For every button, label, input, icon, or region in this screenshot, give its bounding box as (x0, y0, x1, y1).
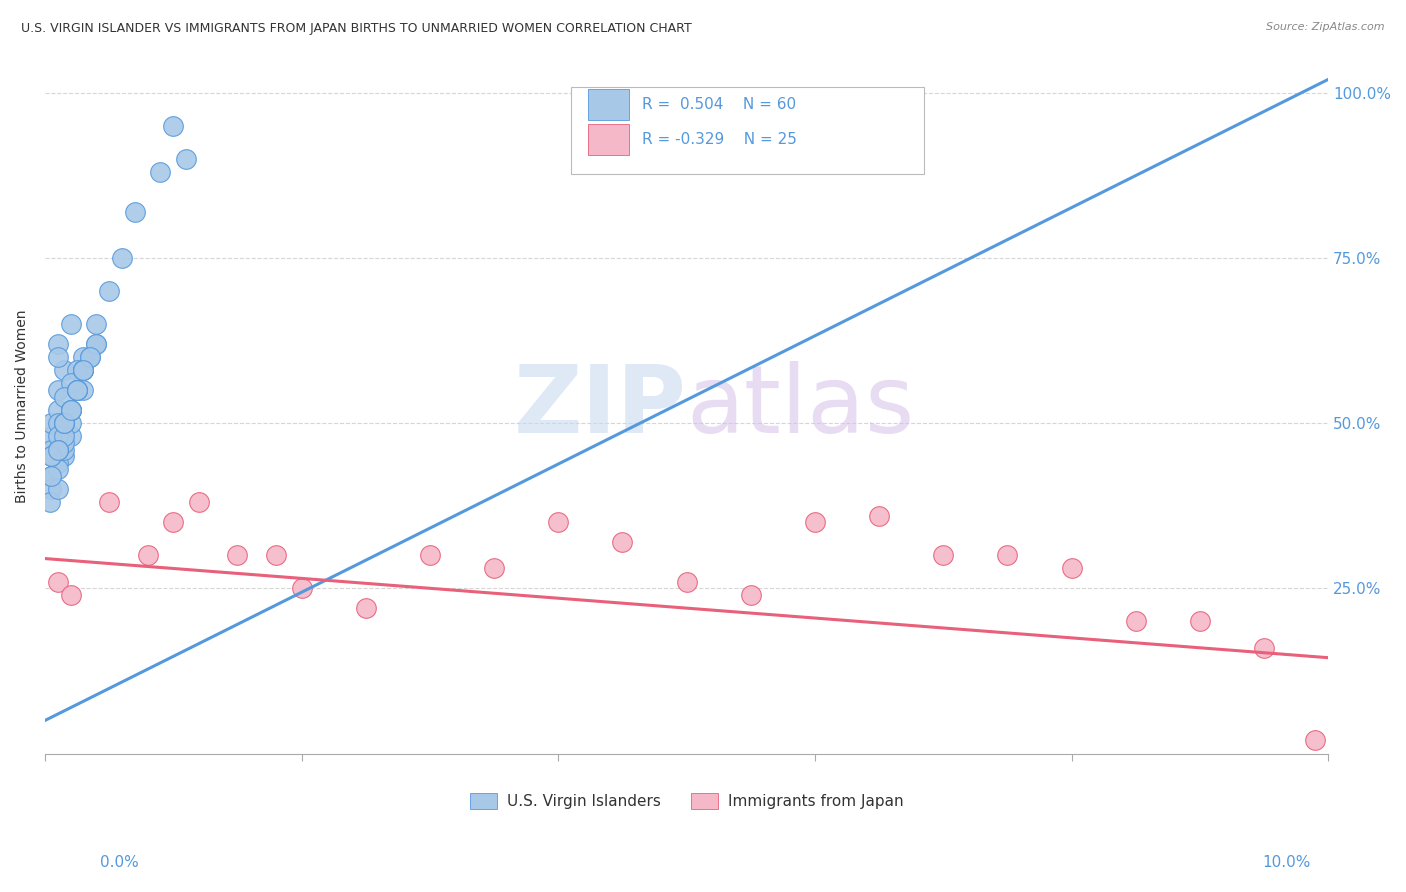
Point (41, 469, 63, 483)
Text: ZIP: ZIP (513, 360, 686, 452)
Point (162, 515, 184, 529)
Point (41, 449, 63, 463)
Point (46, 442, 69, 457)
Point (868, 508, 890, 523)
Point (149, 165, 172, 179)
Text: Source: ZipAtlas.com: Source: ZipAtlas.com (1267, 22, 1385, 32)
Point (66, 363, 89, 377)
Point (162, 119, 184, 133)
Point (675, 574, 697, 589)
Point (41, 429, 63, 443)
Point (84, 336, 107, 351)
Point (59, 588, 82, 602)
Point (354, 601, 377, 615)
Point (59, 317, 82, 331)
Point (174, 152, 197, 166)
Point (46, 416, 69, 430)
Point (98, 284, 121, 298)
Point (84, 317, 107, 331)
Point (59, 402, 82, 417)
Y-axis label: Births to Unmarried Women: Births to Unmarried Women (15, 310, 30, 503)
Point (59, 376, 82, 391)
Point (46, 442, 69, 457)
Point (53, 363, 76, 377)
Point (41, 416, 63, 430)
Point (79, 350, 101, 364)
Point (59, 402, 82, 417)
Point (98, 495, 121, 509)
Point (72, 383, 94, 397)
FancyBboxPatch shape (588, 89, 628, 120)
Point (59, 402, 82, 417)
Point (1188, 615, 1211, 629)
Point (72, 363, 94, 377)
Point (612, 535, 634, 549)
Point (39, 495, 62, 509)
Point (136, 548, 159, 562)
Point (124, 204, 146, 219)
Point (46, 336, 69, 351)
Text: 10.0%: 10.0% (1263, 855, 1310, 870)
Point (46, 574, 69, 589)
Point (72, 363, 94, 377)
Point (53, 442, 76, 457)
Point (66, 383, 89, 397)
Point (59, 429, 82, 443)
Point (53, 416, 76, 430)
Point (1060, 561, 1083, 575)
Point (53, 449, 76, 463)
Point (932, 548, 955, 562)
Point (46, 402, 69, 417)
FancyBboxPatch shape (571, 87, 924, 174)
Point (46, 350, 69, 364)
Point (66, 383, 89, 397)
Point (46, 456, 69, 470)
Point (41, 449, 63, 463)
Legend: U.S. Virgin Islanders, Immigrants from Japan: U.S. Virgin Islanders, Immigrants from J… (464, 787, 910, 815)
Point (1253, 640, 1275, 655)
Point (84, 336, 107, 351)
Point (46, 482, 69, 496)
Point (66, 383, 89, 397)
Point (419, 548, 441, 562)
Point (482, 561, 505, 575)
Point (53, 390, 76, 404)
Point (1303, 733, 1326, 747)
Point (53, 416, 76, 430)
FancyBboxPatch shape (588, 124, 628, 154)
Point (59, 416, 82, 430)
Point (41, 469, 63, 483)
Point (188, 495, 211, 509)
Text: R = -0.329    N = 25: R = -0.329 N = 25 (641, 132, 797, 147)
Point (995, 548, 1018, 562)
Text: 0.0%: 0.0% (100, 855, 139, 870)
Point (66, 383, 89, 397)
Point (72, 350, 94, 364)
Point (53, 429, 76, 443)
Point (740, 588, 762, 602)
Point (226, 548, 249, 562)
Point (804, 515, 827, 529)
Point (41, 442, 63, 457)
Point (53, 436, 76, 450)
Point (72, 363, 94, 377)
Text: atlas: atlas (686, 360, 915, 452)
Point (46, 462, 69, 476)
Point (72, 363, 94, 377)
Point (59, 402, 82, 417)
Point (111, 251, 134, 265)
Point (53, 416, 76, 430)
Text: U.S. VIRGIN ISLANDER VS IMMIGRANTS FROM JAPAN BIRTHS TO UNMARRIED WOMEN CORRELAT: U.S. VIRGIN ISLANDER VS IMMIGRANTS FROM … (21, 22, 692, 36)
Point (264, 548, 287, 562)
Point (41, 482, 63, 496)
Point (46, 383, 69, 397)
Point (291, 582, 314, 596)
Point (1125, 615, 1147, 629)
Text: R =  0.504    N = 60: R = 0.504 N = 60 (641, 97, 796, 112)
Point (79, 350, 101, 364)
Point (547, 515, 569, 529)
Point (46, 429, 69, 443)
Point (46, 442, 69, 457)
